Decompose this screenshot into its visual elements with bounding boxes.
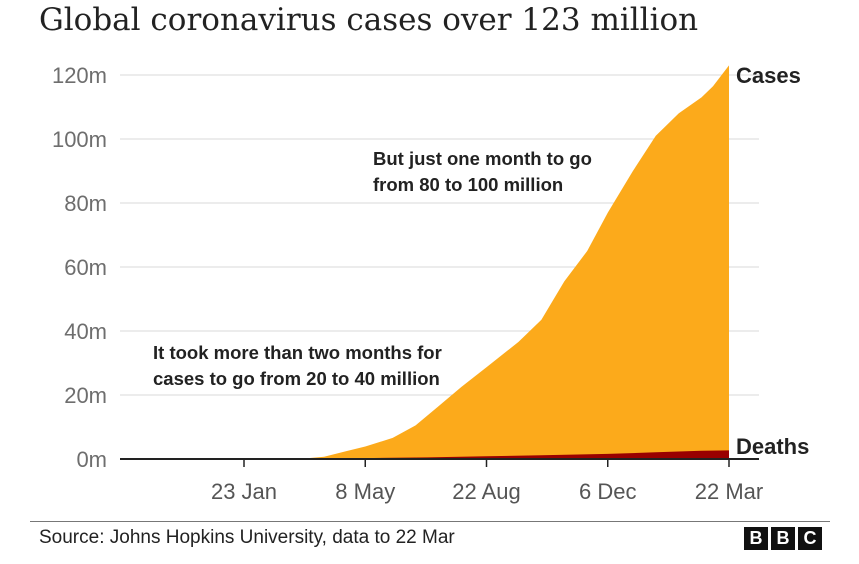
y-axis-labels: 0m 20m 40m 60m 80m 100m 120m — [52, 63, 107, 472]
annotation-slow-growth-line-2: cases to go from 20 to 40 million — [153, 368, 440, 389]
y-tick-label-120: 120m — [52, 63, 107, 88]
logo-letter-1: B — [744, 527, 768, 550]
annotation-fast-growth-line-1: But just one month to go — [373, 148, 592, 169]
y-tick-label-80: 80m — [64, 191, 107, 216]
annotation-slow-growth: It took more than two months for cases t… — [153, 342, 447, 389]
logo-letter-3: C — [798, 527, 822, 550]
x-tick-label-0: 23 Jan — [211, 479, 277, 504]
y-tick-label-100: 100m — [52, 127, 107, 152]
x-tick-label-1: 8 May — [335, 479, 395, 504]
cases-area — [244, 65, 729, 460]
y-tick-label-0: 0m — [76, 447, 107, 472]
annotation-fast-growth: But just one month to go from 80 to 100 … — [373, 148, 597, 195]
x-tick-label-4: 22 Mar — [695, 479, 763, 504]
y-tick-label-40: 40m — [64, 319, 107, 344]
area-chart: 0m 20m 40m 60m 80m 100m 120m 23 Jan 8 May 22 Aug… — [52, 63, 809, 504]
chart-title: Global coronavirus cases over 123 millio… — [39, 2, 699, 38]
bbc-logo: B B C — [744, 527, 822, 550]
logo-letter-2: B — [771, 527, 795, 550]
deaths-area — [244, 450, 729, 459]
x-axis-ticks: 23 Jan 8 May 22 Aug 6 Dec 22 Mar — [211, 459, 763, 504]
annotation-fast-growth-line-2: from 80 to 100 million — [373, 174, 563, 195]
source-note: Source: Johns Hopkins University, data t… — [39, 527, 455, 548]
cases-series-label: Cases — [736, 63, 801, 88]
x-tick-label-2: 22 Aug — [452, 479, 521, 504]
annotation-slow-growth-line-1: It took more than two months for — [153, 342, 442, 363]
footer-divider — [30, 521, 830, 522]
y-tick-label-20: 20m — [64, 383, 107, 408]
deaths-series-label: Deaths — [736, 434, 809, 459]
y-tick-label-60: 60m — [64, 255, 107, 280]
x-tick-label-3: 6 Dec — [579, 479, 636, 504]
gridlines — [120, 74, 759, 396]
